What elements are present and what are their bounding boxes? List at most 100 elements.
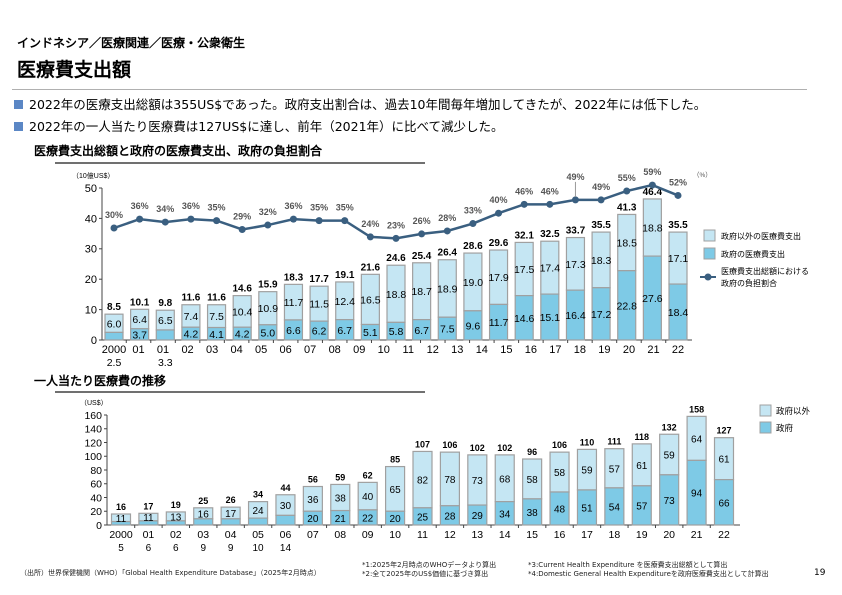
ratio-label: 26% xyxy=(413,216,431,226)
value-label-government: 6 xyxy=(173,543,179,554)
legend-swatch-government xyxy=(703,247,716,260)
ratio-label: 32% xyxy=(259,207,277,217)
value-label-government: 73 xyxy=(664,496,676,507)
x-tick-label: 14 xyxy=(476,344,488,356)
bullet-icon xyxy=(14,122,23,131)
value-label-other: 17.5 xyxy=(514,264,535,276)
total-label: 17.7 xyxy=(309,274,329,285)
ratio-point xyxy=(597,196,605,204)
total-label: 17 xyxy=(143,501,153,511)
total-label: 35.5 xyxy=(668,220,688,231)
bar-government xyxy=(437,316,457,341)
value-label-government: 5.1 xyxy=(363,327,378,339)
ratio-point xyxy=(161,218,169,226)
ratio-label: 33% xyxy=(464,206,482,216)
y-tick-label: 60 xyxy=(90,479,102,491)
ratio-point xyxy=(366,233,374,241)
total-label: 62 xyxy=(363,470,373,480)
x-tick-label: 03 xyxy=(197,529,209,541)
bullet-2: 2022年の一人当たり医療費は127US$に達し、前年（2021年）に比べて減少… xyxy=(14,116,504,135)
total-label: 35.5 xyxy=(591,220,611,231)
bar-government xyxy=(258,324,278,341)
ratio-point xyxy=(443,227,451,235)
value-label-government: 5.8 xyxy=(389,326,404,338)
total-label: 106 xyxy=(442,440,457,450)
value-label-other: 18.8 xyxy=(386,289,407,301)
value-label-other: 36 xyxy=(307,495,319,506)
ratio-label: 30% xyxy=(105,210,123,220)
x-tick-label: 11 xyxy=(417,529,428,541)
value-label-other: 10.4 xyxy=(232,306,253,318)
ratio-point xyxy=(648,181,656,189)
x-tick-label: 04 xyxy=(225,529,237,541)
divider xyxy=(55,391,425,393)
x-tick-label: 02 xyxy=(170,529,182,541)
x-tick-label: 11 xyxy=(403,344,414,356)
footnote-3: *3:Current Health Expenditure を医療費支出総額とし… xyxy=(528,561,728,569)
ratio-point xyxy=(238,225,246,233)
bar-government xyxy=(104,331,124,341)
y-tick-label: 30 xyxy=(85,244,97,256)
x-tick-label: 01 xyxy=(132,344,144,356)
x-tick-label: 15 xyxy=(500,344,512,356)
bar-government xyxy=(130,328,150,341)
bar-government xyxy=(488,303,509,341)
value-label-other: 59 xyxy=(581,466,593,477)
x-tick-label: 02 xyxy=(181,344,193,356)
ratio-label: 36% xyxy=(284,201,302,211)
bar-government xyxy=(467,504,488,526)
bar-government xyxy=(232,326,252,341)
total-label: 96 xyxy=(527,447,537,457)
x-tick-label: 09 xyxy=(362,529,374,541)
x-tick-label: 21 xyxy=(647,344,659,356)
x-tick-label: 17 xyxy=(549,344,561,356)
x-tick-label: 22 xyxy=(672,344,684,356)
total-label: 106 xyxy=(552,440,567,450)
value-label-other: 24 xyxy=(252,506,264,517)
x-tick-label: 07 xyxy=(307,529,319,541)
y-tick-label: 0 xyxy=(91,335,97,347)
ratio-point xyxy=(520,200,528,208)
value-label-other: 19.0 xyxy=(463,277,484,289)
value-label-other: 10.9 xyxy=(258,303,279,315)
y-tick-label: 40 xyxy=(85,213,97,225)
bar-government xyxy=(206,326,227,341)
bar-government xyxy=(384,510,406,526)
value-label-government: 7.5 xyxy=(440,324,455,336)
bar-government xyxy=(514,295,534,341)
ratio-point xyxy=(571,196,579,204)
total-label: 111 xyxy=(607,437,621,447)
y-tick-label: 20 xyxy=(90,506,102,518)
ratio-label: 35% xyxy=(310,203,328,213)
bar-government xyxy=(617,270,637,341)
value-label-government: 20 xyxy=(390,514,402,525)
x-tick-label: 17 xyxy=(581,529,593,541)
value-label-other: 6.0 xyxy=(107,318,122,330)
value-label-other: 73 xyxy=(472,476,484,487)
ratio-point xyxy=(469,220,477,228)
value-label-other: 30 xyxy=(280,501,292,512)
bullet-icon xyxy=(14,100,23,109)
legend-label: 政府以外 xyxy=(776,406,811,416)
total-label: 26.4 xyxy=(438,248,458,259)
bar-government xyxy=(659,474,680,526)
x-tick-label: 2000 xyxy=(102,344,126,356)
legend-swatch-other xyxy=(703,229,716,242)
total-label: 107 xyxy=(415,439,430,449)
ratio-label: 46% xyxy=(541,186,559,196)
total-label: 110 xyxy=(580,437,595,447)
value-label-government: 3.7 xyxy=(132,329,147,341)
ratio-point xyxy=(213,217,221,225)
bar-government xyxy=(412,319,432,341)
value-label-other: 11.5 xyxy=(309,299,329,311)
value-label-other: 11.7 xyxy=(284,297,304,309)
bar-government xyxy=(604,487,625,526)
page-number: 19 xyxy=(814,568,826,578)
x-tick-label: 20 xyxy=(663,529,675,541)
value-label-government: 6.6 xyxy=(286,325,301,337)
bar-government xyxy=(439,505,461,526)
x-tick-label: 21 xyxy=(691,529,703,541)
x-tick-label: 01 xyxy=(157,344,169,356)
value-label-other: 17.4 xyxy=(540,263,561,275)
bar-government xyxy=(713,479,735,526)
